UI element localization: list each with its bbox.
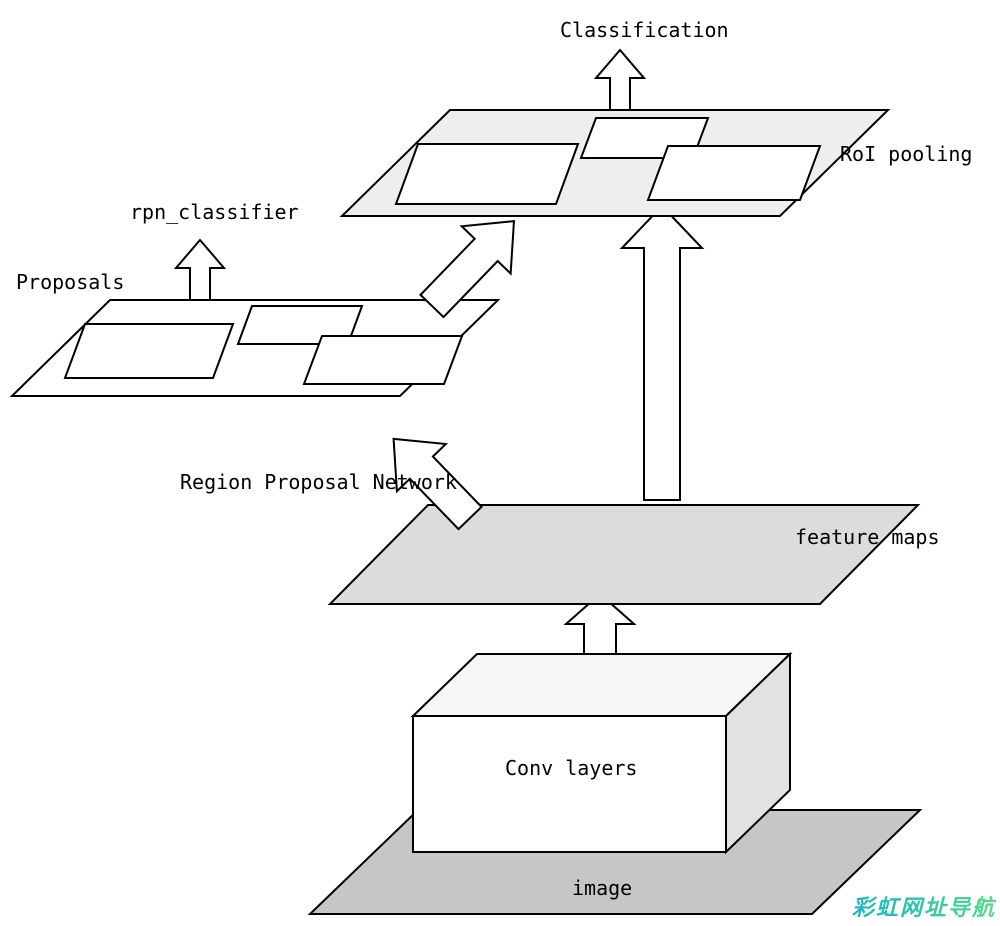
arrow-feat-to-roi bbox=[622, 206, 702, 500]
label-roi-pooling: RoI pooling bbox=[840, 142, 972, 166]
roi-inner-1 bbox=[396, 144, 578, 204]
roi-inner-3 bbox=[648, 146, 820, 200]
conv-box-front bbox=[413, 716, 726, 852]
label-conv-layers: Conv layers bbox=[505, 756, 637, 780]
arrow-roi-to-class bbox=[596, 50, 644, 110]
label-rpn-classifier: rpn_classifier bbox=[130, 200, 299, 224]
label-image: image bbox=[572, 876, 632, 900]
label-feature-maps: feature maps bbox=[795, 525, 940, 549]
label-region-proposal-network: Region Proposal Network bbox=[180, 470, 457, 494]
diagram-svg bbox=[0, 0, 1000, 926]
label-proposals: Proposals bbox=[16, 270, 124, 294]
label-classification: Classification bbox=[560, 18, 729, 42]
diagram-root: Classification RoI pooling rpn_classifie… bbox=[0, 0, 1000, 926]
watermark: 彩虹网址导航 bbox=[852, 890, 996, 922]
rpn-inner-1 bbox=[65, 324, 233, 378]
arrow-rpn-to-class bbox=[176, 240, 224, 300]
feature-maps-plane bbox=[330, 505, 918, 604]
conv-box-top bbox=[413, 654, 790, 716]
rpn-inner-3 bbox=[304, 336, 462, 384]
